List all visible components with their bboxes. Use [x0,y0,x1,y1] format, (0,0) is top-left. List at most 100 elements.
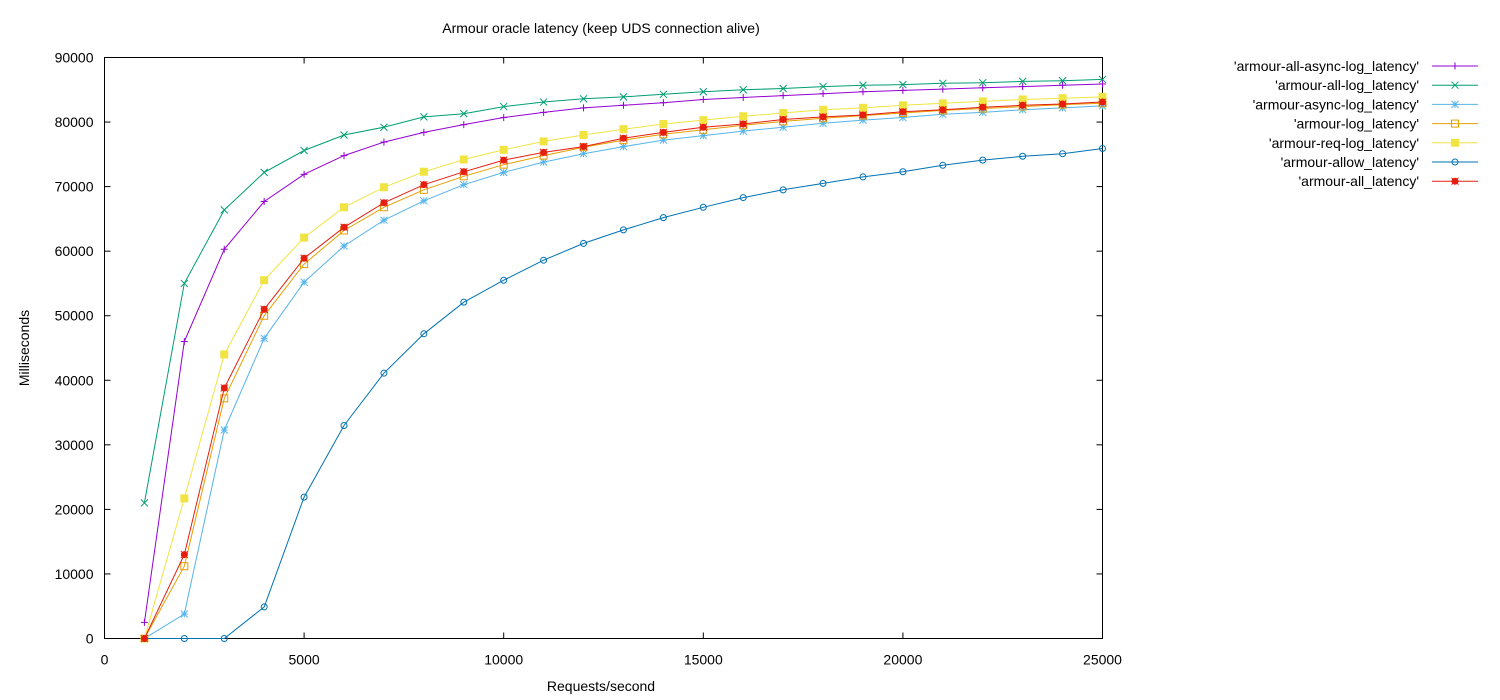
x-tick-label: 20000 [883,652,922,668]
data-point [898,101,907,110]
y-tick-label: 30000 [55,437,94,453]
data-point [499,168,508,177]
data-point [260,168,269,177]
y-axis: 0 10000 20000 30000 40000 50000 60000 70000 8000… [55,50,1103,647]
data-point [580,104,588,112]
data-point [499,156,508,164]
legend-label: 'armour-all-log_latency' [1275,77,1419,93]
data-point [819,119,827,128]
data-point [859,173,867,181]
data-point [579,94,588,103]
x-tick-label: 0 [101,652,109,668]
data-point [699,123,708,132]
legend-swatch-marker [1451,119,1459,128]
data-point [619,226,627,234]
data-point [819,90,827,98]
series-4 [140,99,1107,643]
series-line [143,102,1103,639]
legend-item: 'armour-log_latency' [1294,116,1478,132]
data-point [899,80,907,89]
data-point [340,242,348,250]
data-point [739,194,747,202]
legend-item: 'armour-all-log_latency' [1275,77,1478,93]
data-point [220,245,228,253]
data-point [779,186,787,194]
data-point [859,81,867,90]
legend-item: 'armour-all-async-log_latency' [1234,58,1478,74]
data-point [819,105,828,114]
plot-area-border [104,57,1103,639]
data-point [539,158,548,166]
x-tick-label: 5000 [289,652,320,668]
data-point [659,99,667,107]
y-tick-label: 70000 [55,179,94,195]
data-point [220,635,228,642]
data-point [779,109,788,118]
data-point [540,108,548,116]
data-point [899,168,907,176]
data-point [1098,98,1107,106]
legend-swatch-marker [1451,138,1459,147]
series-line [143,96,1103,639]
data-point [420,330,428,338]
chart-title: Armour oracle latency (keep UDS connecti… [442,20,759,36]
legend-item: 'armour-allow_latency' [1281,154,1478,170]
data-point [140,499,149,507]
data-point [340,223,348,232]
series-line [143,78,1103,503]
data-point [300,170,308,178]
y-tick-label: 50000 [55,308,94,324]
data-point [1058,76,1067,85]
data-point [539,137,548,146]
data-point [659,119,668,128]
data-point [260,276,269,285]
data-point [699,95,707,103]
data-point [619,125,628,134]
data-point [380,216,388,225]
data-point [420,180,428,189]
data-point [539,98,548,106]
legend-label: 'armour-req-log_latency' [1269,135,1419,151]
data-point [978,78,987,87]
legend-label: 'armour-all_latency' [1298,173,1419,189]
data-point [979,156,987,164]
data-point [699,87,708,96]
data-point [859,88,867,96]
legend-label: 'armour-async-log_latency' [1253,96,1419,112]
data-point [739,112,748,121]
data-point [939,161,947,169]
legend-item: 'armour-req-log_latency' [1269,135,1478,151]
data-point [300,254,308,263]
y-tick-label: 40000 [55,372,94,388]
data-point [979,84,987,92]
data-point [939,85,947,93]
data-point [499,145,508,154]
data-point [1018,77,1027,86]
legend-item: 'armour-all_latency' [1298,173,1478,189]
data-point [938,79,947,88]
y-tick-label: 0 [86,631,94,647]
x-tick-label: 15000 [684,652,723,668]
legend-swatch-marker [1451,177,1459,186]
data-point [619,142,628,151]
data-point [819,113,827,121]
y-tick-label: 80000 [55,114,94,130]
data-point [1058,100,1067,108]
data-point [420,196,428,205]
series-2 [140,75,1107,507]
data-point [779,115,787,124]
data-point [140,634,149,643]
data-point [220,205,229,214]
series-3 [140,102,1107,643]
data-point [1018,101,1027,110]
x-tick-label: 25000 [1083,652,1122,668]
data-point [260,197,268,205]
y-tick-label: 90000 [55,50,94,66]
data-point [140,618,148,626]
data-point [180,494,189,503]
data-point [579,142,588,151]
series-line [143,101,1103,639]
data-point [619,101,627,109]
data-point [579,130,588,139]
